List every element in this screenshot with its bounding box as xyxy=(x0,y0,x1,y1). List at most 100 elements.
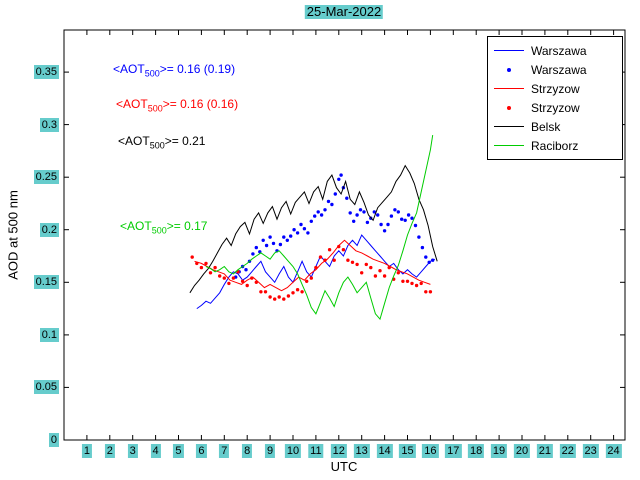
data-point xyxy=(364,262,368,267)
data-point xyxy=(337,244,341,249)
aot-annotation-raciborz: <AOT500>= 0.17 xyxy=(120,219,207,235)
data-point xyxy=(400,217,404,221)
x-tick-label: 12 xyxy=(330,444,347,458)
data-point xyxy=(405,279,410,283)
data-point xyxy=(350,260,355,264)
data-point xyxy=(268,235,272,239)
data-point xyxy=(332,258,336,262)
data-point xyxy=(251,252,255,256)
data-point xyxy=(333,192,337,196)
data-point xyxy=(244,268,248,272)
x-tick-label: 23 xyxy=(582,444,599,458)
x-tick-label: 6 xyxy=(196,444,207,458)
x-tick-label: 1 xyxy=(81,444,92,458)
x-tick-label: 2 xyxy=(104,444,115,458)
annotation-sub: 500 xyxy=(147,103,163,114)
data-point xyxy=(419,281,423,286)
data-point xyxy=(424,290,428,294)
data-point xyxy=(231,276,236,280)
legend-label: Belsk xyxy=(531,119,561,134)
data-point xyxy=(285,238,289,242)
series-raciborz-line xyxy=(205,135,434,321)
data-point xyxy=(306,231,310,235)
annotation-post: >= 0.17 xyxy=(166,219,208,233)
y-tick-label: 0.3 xyxy=(39,117,59,132)
x-tick-label: 8 xyxy=(242,444,253,458)
x-tick-label: 20 xyxy=(513,444,531,458)
x-tick-label: 10 xyxy=(284,444,302,458)
data-point xyxy=(190,255,194,259)
data-point xyxy=(424,255,428,259)
data-point xyxy=(373,274,378,278)
data-point xyxy=(337,177,341,181)
data-point xyxy=(428,290,433,294)
x-tick-label: 14 xyxy=(376,444,393,458)
data-point xyxy=(204,261,208,266)
y-tick-label: 0.2 xyxy=(39,222,59,237)
data-point xyxy=(309,219,313,223)
aot-annotation-belsk: <AOT500>= 0.21 xyxy=(118,134,205,150)
y-tick-label: 0.05 xyxy=(33,380,59,395)
data-point xyxy=(355,213,359,217)
legend-entry-belsk-line: Belsk xyxy=(488,117,622,136)
legend-dot-sample xyxy=(494,105,524,110)
data-point xyxy=(227,281,231,286)
data-point xyxy=(403,218,407,222)
data-point xyxy=(263,290,268,294)
x-tick-label: 4 xyxy=(150,444,161,458)
legend: Warszawa Warszawa Strzyzow Strzyzow Belsk Rac… xyxy=(487,36,623,160)
data-point xyxy=(410,281,414,286)
data-point xyxy=(261,238,265,242)
data-point xyxy=(382,274,387,278)
x-tick-label: 15 xyxy=(399,444,416,458)
data-point xyxy=(299,222,303,227)
data-point xyxy=(348,211,352,215)
annotation-pre: <AOT xyxy=(120,219,152,233)
data-point xyxy=(346,258,350,262)
legend-dot-sample xyxy=(494,67,524,72)
data-point xyxy=(302,227,307,231)
legend-entry-warszawa-scatter: Warszawa xyxy=(488,60,622,79)
data-point xyxy=(382,229,387,233)
data-point xyxy=(295,231,300,235)
data-point xyxy=(264,243,269,248)
x-tick-label: 13 xyxy=(353,444,370,458)
data-point xyxy=(245,283,249,288)
data-point xyxy=(195,261,199,266)
data-point xyxy=(208,271,213,275)
data-point xyxy=(273,297,277,301)
x-tick-label: 5 xyxy=(173,444,184,458)
data-point xyxy=(378,269,382,273)
dot-swatch-icon xyxy=(507,67,511,72)
annotation-post: >= 0.16 (0.16) xyxy=(162,97,239,111)
annotation-pre: <AOT xyxy=(118,134,150,148)
legend-entry-strzyzow-line: Strzyzow xyxy=(488,79,622,98)
data-point xyxy=(401,279,405,283)
data-point xyxy=(386,222,390,227)
data-point xyxy=(313,214,317,218)
x-tick-label: 16 xyxy=(422,444,439,458)
data-point xyxy=(372,210,376,214)
line-swatch-icon xyxy=(494,126,524,127)
data-point xyxy=(289,234,293,238)
data-point xyxy=(282,235,286,239)
y-tick-label: 0.35 xyxy=(33,65,59,80)
y-tick-label: 0.15 xyxy=(33,275,59,290)
data-point xyxy=(420,245,425,250)
annotation-post: >= 0.16 (0.19) xyxy=(159,62,236,76)
data-point xyxy=(369,265,373,270)
x-tick-label: 17 xyxy=(445,444,462,458)
data-point xyxy=(362,210,366,214)
x-tick-label: 11 xyxy=(308,444,324,458)
line-swatch-icon xyxy=(494,50,524,51)
data-point xyxy=(292,228,296,232)
data-point xyxy=(282,297,286,301)
legend-line-sample xyxy=(494,88,524,89)
y-tick-label: 0.25 xyxy=(33,170,59,185)
data-point xyxy=(254,245,258,250)
legend-label: Warszawa xyxy=(531,62,587,77)
dot-swatch-icon xyxy=(507,105,511,110)
y-tick-label: 0.1 xyxy=(39,327,59,342)
data-point xyxy=(286,294,291,298)
x-tick-label: 22 xyxy=(559,444,576,458)
